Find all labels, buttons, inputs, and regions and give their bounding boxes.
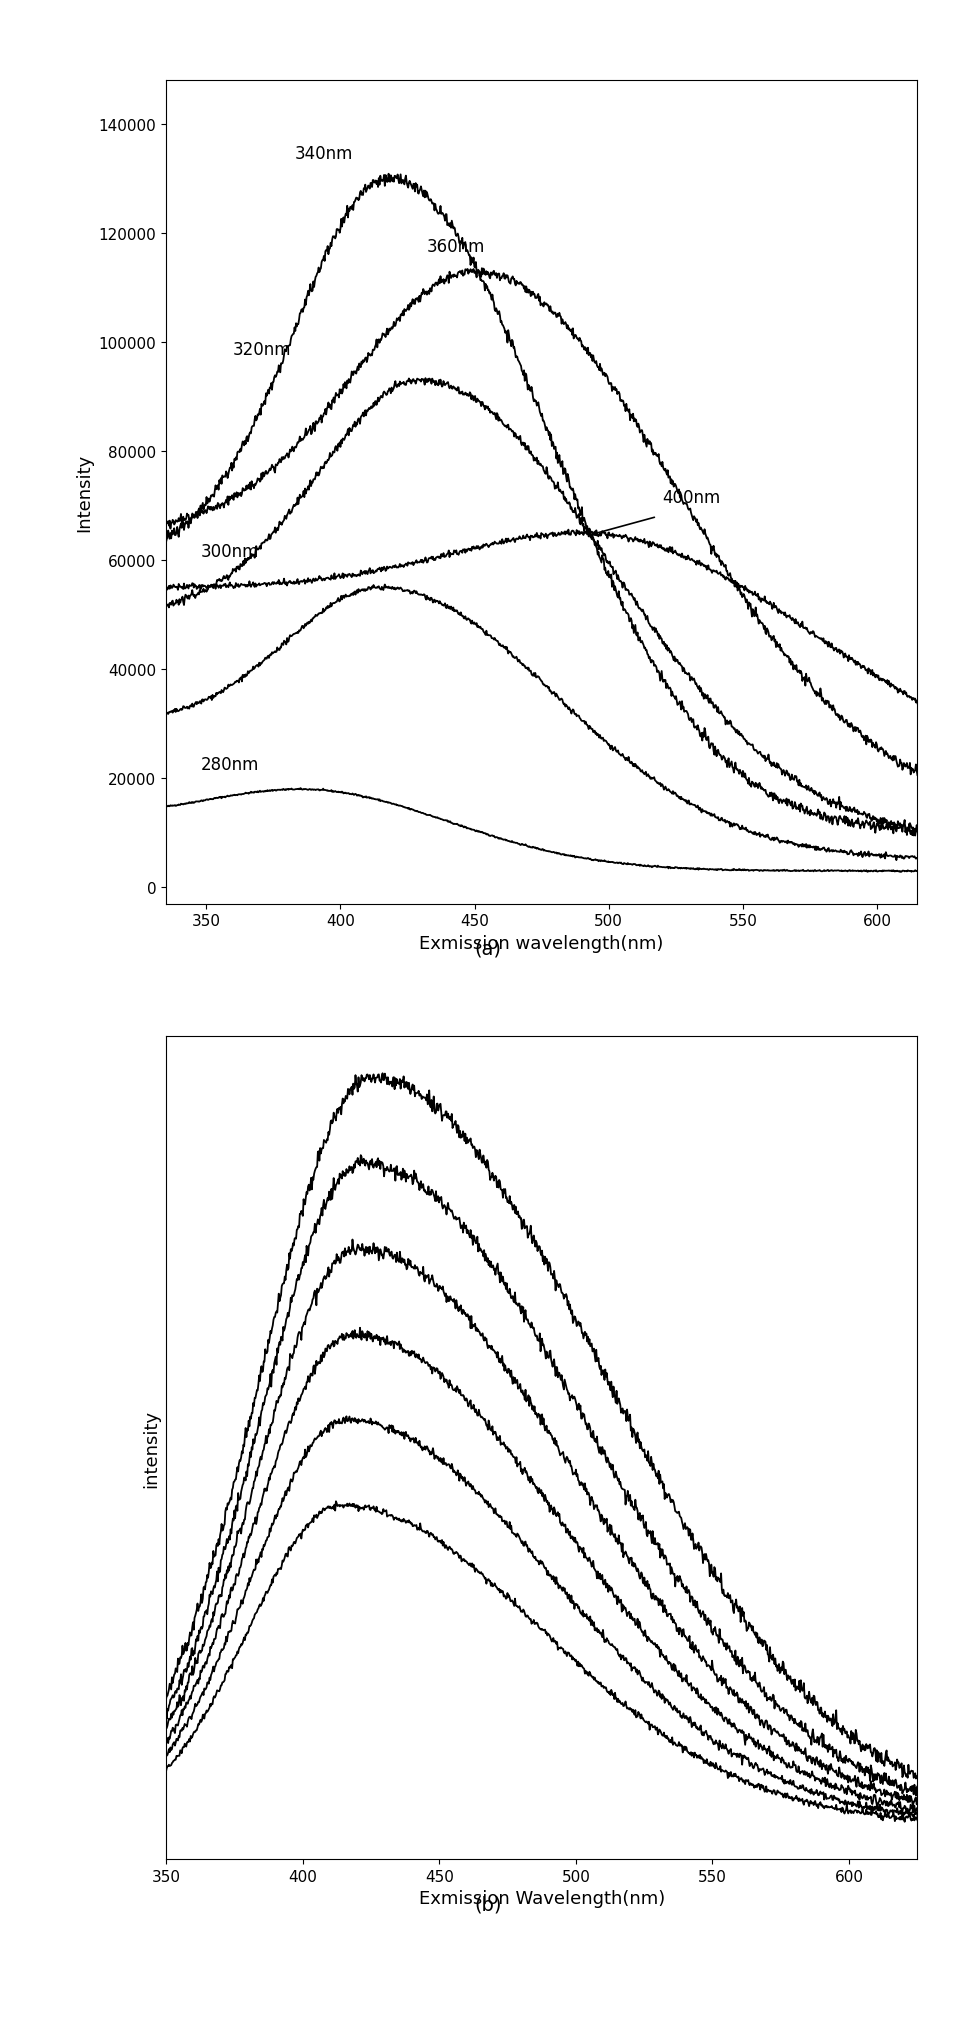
Text: (a): (a) xyxy=(474,939,502,959)
Text: (b): (b) xyxy=(474,1894,502,1914)
Y-axis label: intensity: intensity xyxy=(142,1408,160,1487)
Y-axis label: Intensity: Intensity xyxy=(75,453,93,532)
X-axis label: Exmission Wavelength(nm): Exmission Wavelength(nm) xyxy=(419,1890,665,1908)
Text: 280nm: 280nm xyxy=(201,756,260,774)
Text: 320nm: 320nm xyxy=(233,341,292,360)
Text: 340nm: 340nm xyxy=(295,144,353,163)
Text: 300nm: 300nm xyxy=(201,543,260,561)
Text: 360nm: 360nm xyxy=(427,238,485,256)
Text: 400nm: 400nm xyxy=(663,488,720,506)
X-axis label: Exmission wavelength(nm): Exmission wavelength(nm) xyxy=(420,935,664,953)
